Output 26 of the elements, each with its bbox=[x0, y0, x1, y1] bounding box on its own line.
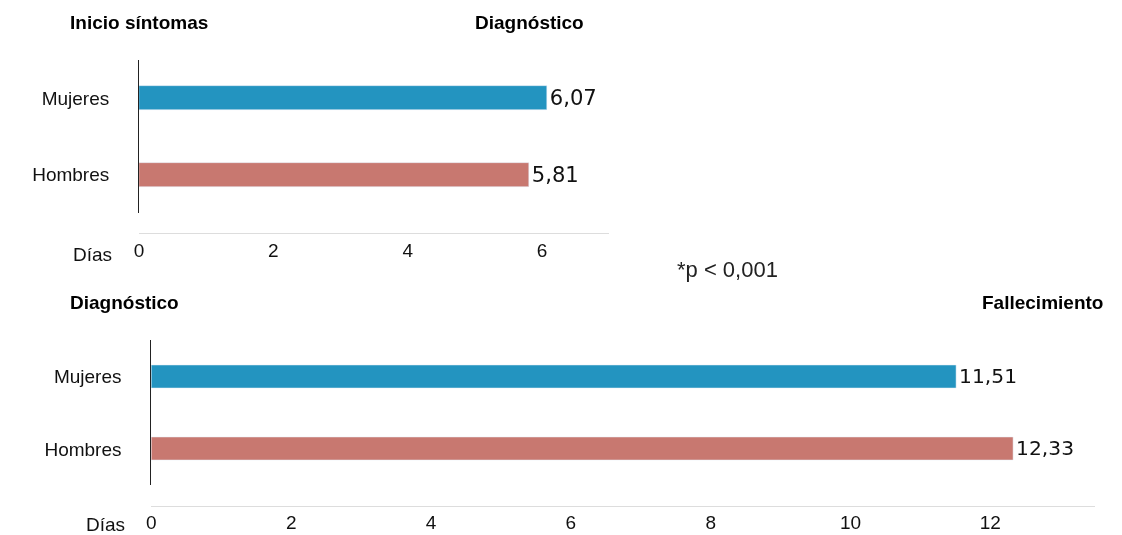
y-tick-label: Mujeres bbox=[41, 87, 110, 109]
data-label: 6,07 bbox=[549, 84, 597, 110]
y-tick-label: Mujeres bbox=[53, 366, 122, 388]
x-tick-label: 0 bbox=[133, 239, 145, 261]
x-tick-label: 10 bbox=[839, 512, 862, 534]
data-label: 11,51 bbox=[959, 364, 1018, 389]
x-tick-label: 0 bbox=[146, 512, 157, 534]
data-label: 5,81 bbox=[531, 161, 579, 187]
x-tick-label: 6 bbox=[536, 239, 548, 261]
x-tick-label: 12 bbox=[979, 512, 1001, 534]
x-tick-label: 8 bbox=[705, 512, 716, 534]
text: Inicio síntomas bbox=[70, 12, 209, 33]
x-axis-title: Días bbox=[73, 244, 113, 265]
text: *p < 0,001 bbox=[677, 257, 778, 282]
y-tick-label: Hombres bbox=[44, 438, 122, 460]
x-axis-title: Días bbox=[86, 514, 126, 535]
text: Diagnóstico bbox=[70, 292, 179, 313]
text: Diagnóstico bbox=[475, 12, 584, 33]
x-tick-label: 4 bbox=[402, 239, 414, 261]
x-tick-label: 2 bbox=[285, 512, 297, 534]
y-tick-label: Hombres bbox=[32, 164, 110, 186]
x-tick-label: 4 bbox=[425, 512, 437, 534]
x-tick-label: 2 bbox=[268, 239, 279, 261]
x-tick-label: 6 bbox=[565, 512, 577, 534]
text: Fallecimiento bbox=[982, 292, 1104, 313]
data-label: 12,33 bbox=[1016, 436, 1075, 461]
